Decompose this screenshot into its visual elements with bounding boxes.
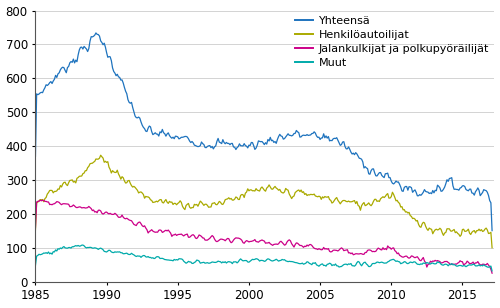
Henkilöautoilijat bbox=[279, 191, 285, 194]
Muut bbox=[412, 260, 418, 264]
Henkilöautoilijat bbox=[215, 201, 221, 205]
Yhteensä bbox=[452, 187, 458, 191]
Henkilöautoilijat bbox=[452, 231, 458, 234]
Henkilöautoilijat bbox=[360, 202, 366, 206]
Muut bbox=[452, 263, 458, 267]
Yhteensä bbox=[93, 31, 99, 35]
Yhteensä bbox=[360, 160, 366, 164]
Muut bbox=[360, 262, 366, 266]
Jalankulkijat ja polkupyöräilijät bbox=[452, 262, 458, 266]
Jalankulkijat ja polkupyöräilijät bbox=[489, 271, 495, 275]
Line: Henkilöautoilijat: Henkilöautoilijat bbox=[36, 155, 492, 248]
Henkilöautoilijat bbox=[412, 217, 418, 221]
Jalankulkijat ja polkupyöräilijät bbox=[303, 245, 309, 248]
Yhteensä bbox=[279, 135, 285, 138]
Line: Yhteensä: Yhteensä bbox=[36, 33, 492, 231]
Yhteensä bbox=[489, 229, 495, 233]
Muut bbox=[32, 264, 38, 267]
Jalankulkijat ja polkupyöräilijät bbox=[215, 239, 221, 243]
Muut bbox=[215, 259, 221, 263]
Henkilöautoilijat bbox=[489, 246, 495, 249]
Henkilöautoilijat bbox=[32, 228, 38, 232]
Yhteensä bbox=[32, 154, 38, 158]
Jalankulkijat ja polkupyöräilijät bbox=[32, 226, 38, 229]
Jalankulkijat ja polkupyöräilijät bbox=[360, 253, 366, 256]
Muut bbox=[80, 243, 86, 247]
Line: Jalankulkijat ja polkupyöräilijät: Jalankulkijat ja polkupyöräilijät bbox=[36, 200, 492, 273]
Legend: Yhteensä, Henkilöautoilijat, Jalankulkijat ja polkupyöräilijät, Muut: Yhteensä, Henkilöautoilijat, Jalankulkij… bbox=[293, 14, 491, 70]
Yhteensä bbox=[412, 188, 418, 192]
Muut bbox=[303, 261, 309, 265]
Henkilöautoilijat bbox=[98, 153, 103, 157]
Jalankulkijat ja polkupyöräilijät bbox=[412, 256, 418, 260]
Yhteensä bbox=[303, 134, 309, 137]
Jalankulkijat ja polkupyöräilijät bbox=[37, 198, 43, 202]
Line: Muut: Muut bbox=[36, 245, 492, 271]
Yhteensä bbox=[215, 136, 221, 140]
Henkilöautoilijat bbox=[303, 192, 309, 195]
Muut bbox=[279, 257, 285, 261]
Jalankulkijat ja polkupyöräilijät bbox=[279, 241, 285, 244]
Muut bbox=[489, 269, 495, 273]
